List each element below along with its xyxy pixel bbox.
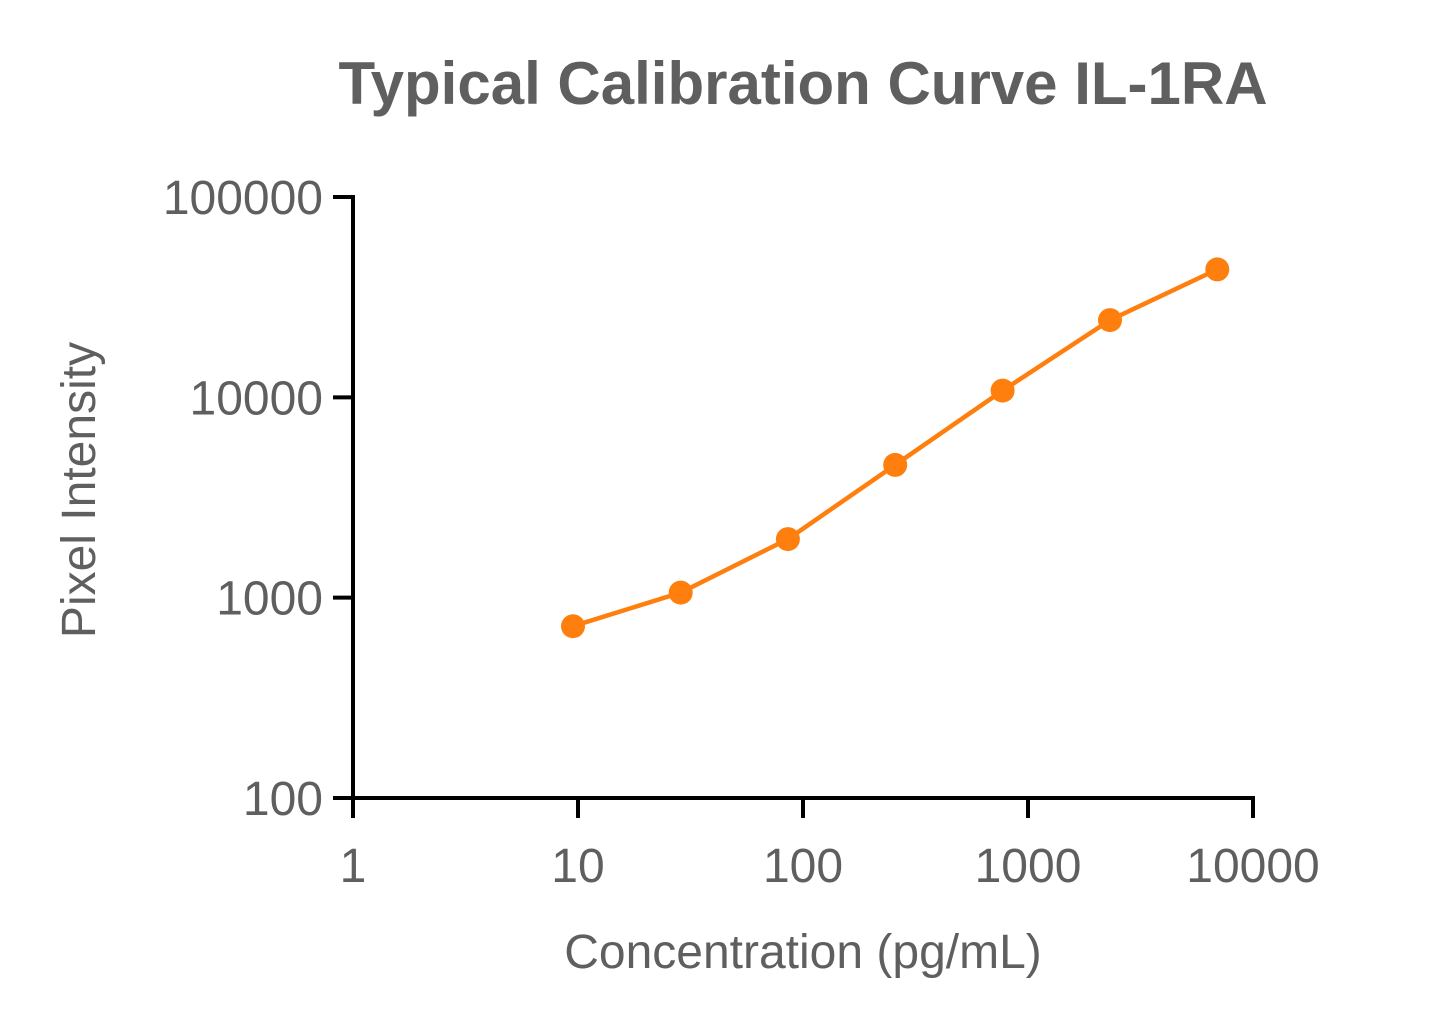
series-layer — [561, 257, 1230, 639]
data-point — [775, 527, 800, 552]
data-point — [990, 378, 1015, 403]
data-point — [668, 580, 693, 605]
data-point — [561, 614, 585, 639]
y-tick-label: 10000 — [190, 372, 323, 425]
x-axis-label: Concentration (pg/mL) — [564, 926, 1042, 979]
y-tick-label: 100 — [243, 773, 323, 826]
y-axis-label: Pixel Intensity — [53, 342, 106, 638]
y-axis-ticks: 100 1000 10000 100000 — [163, 172, 353, 826]
y-tick-label: 1000 — [216, 573, 323, 626]
chart-title: Typical Calibration Curve IL-1RA — [338, 50, 1267, 117]
y-tick-label: 100000 — [163, 172, 323, 225]
axes — [351, 195, 1255, 800]
data-point — [1098, 308, 1122, 333]
x-axis-ticks: 1 10 100 1000 10000 — [340, 798, 1320, 893]
x-tick-label: 100 — [763, 840, 843, 893]
x-tick-label: 10 — [551, 840, 604, 893]
x-tick-label: 1 — [340, 840, 367, 893]
x-tick-label: 1000 — [975, 840, 1082, 893]
data-point — [1205, 257, 1230, 282]
data-point — [883, 452, 908, 477]
x-tick-label: 10000 — [1186, 840, 1319, 893]
